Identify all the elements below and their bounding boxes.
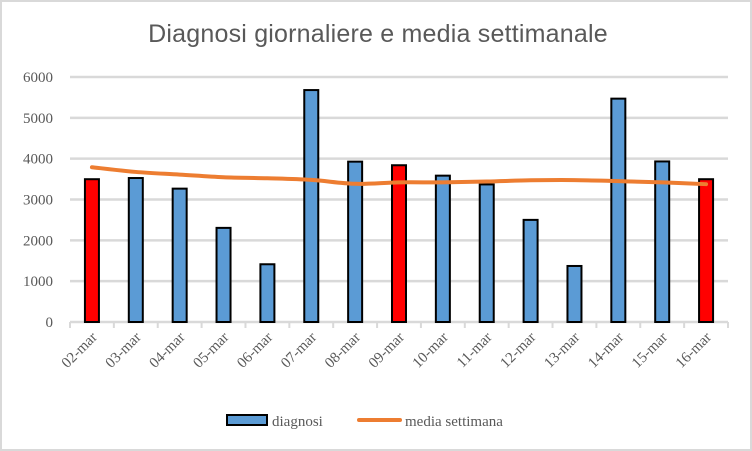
y-tick-label: 2000 xyxy=(23,233,53,249)
y-tick-label: 5000 xyxy=(23,111,53,127)
bar-09-mar xyxy=(391,164,407,323)
x-tick-label: 13-mar xyxy=(541,330,583,372)
x-tick-label: 09-mar xyxy=(366,330,408,372)
legend-item-media-settimana: media settimana xyxy=(357,414,503,430)
x-tick-label: 02-mar xyxy=(59,330,101,372)
bar-08-mar xyxy=(347,160,364,323)
x-tick-label: 06-mar xyxy=(234,330,276,372)
legend-item-diagnosi: diagnosi xyxy=(226,414,323,430)
bar-13-mar xyxy=(566,264,583,323)
x-tick-label: 15-mar xyxy=(629,330,671,372)
bar-07-mar xyxy=(303,89,320,323)
bar-11-mar xyxy=(478,183,495,323)
bar-10-mar xyxy=(434,174,451,323)
bar-14-mar xyxy=(610,97,627,324)
x-tick-label: 10-mar xyxy=(410,330,452,372)
y-tick-label: 4000 xyxy=(23,152,53,168)
bar-15-mar xyxy=(654,160,671,323)
y-tick-label: 0 xyxy=(46,315,54,331)
bar-series-diagnosi xyxy=(83,89,715,324)
legend-bar-swatch-icon xyxy=(226,414,268,426)
x-tick-label: 12-mar xyxy=(497,330,539,372)
x-tick-label: 04-mar xyxy=(147,330,189,372)
line-series-media-settimana xyxy=(89,165,709,187)
media-settimana-line xyxy=(89,165,709,187)
legend-label-diagnosi: diagnosi xyxy=(272,414,323,430)
bar-02-mar xyxy=(83,178,100,323)
bar-03-mar xyxy=(127,177,144,323)
legend: diagnosi media settimana xyxy=(226,414,503,430)
y-tick-label: 3000 xyxy=(23,193,53,209)
bar-05-mar xyxy=(215,226,232,323)
x-axis: 02-mar 03-mar 04-mar 05-mar 06-mar 07-mar 08-m… xyxy=(59,322,729,372)
x-tick-label: 05-mar xyxy=(190,330,232,372)
y-tick-label: 1000 xyxy=(23,274,53,290)
chart-title: Diagnosi giornaliere e media settimanale xyxy=(148,20,608,48)
x-tick-label: 11-mar xyxy=(454,330,496,372)
x-tick-label: 07-mar xyxy=(278,330,320,372)
y-tick-label: 6000 xyxy=(23,70,53,86)
bar-16-mar xyxy=(698,178,715,323)
legend-label-media-settimana: media settimana xyxy=(405,414,503,430)
y-axis: 0 1000 2000 3000 4000 5000 6000 xyxy=(23,70,53,331)
x-tick-label: 16-mar xyxy=(673,330,715,372)
x-tick-label: 08-mar xyxy=(322,330,364,372)
x-tick-label: 14-mar xyxy=(585,330,627,372)
bar-06-mar xyxy=(259,263,276,323)
bar-12-mar xyxy=(522,218,539,324)
bar-04-mar xyxy=(171,187,188,323)
x-tick-label: 03-mar xyxy=(103,330,145,372)
